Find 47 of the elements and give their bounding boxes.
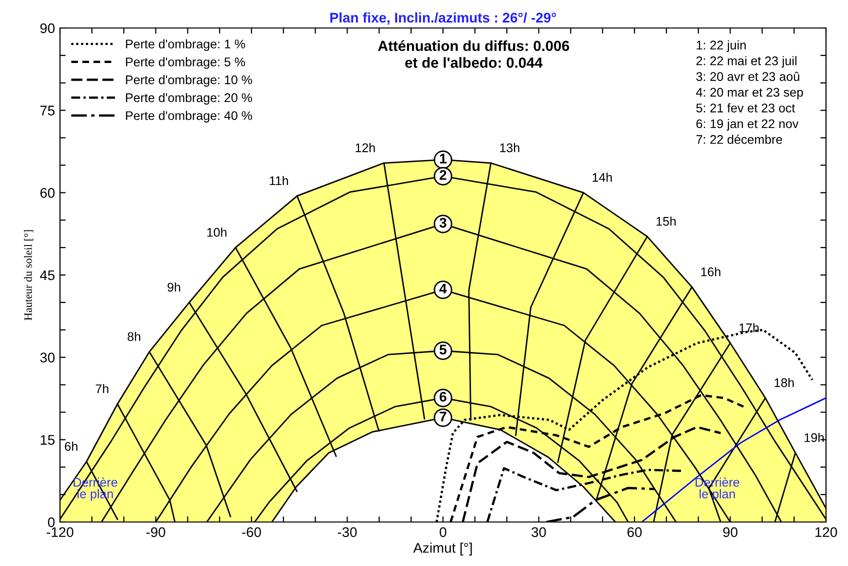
legend-label: Perte d'ombrage: 40 % xyxy=(126,110,252,123)
annotation: 7h xyxy=(96,384,108,394)
annotation: 7 xyxy=(440,412,446,422)
annotation: 15h xyxy=(656,216,676,226)
x-tick-label: 0 xyxy=(440,527,446,538)
annotation: 9h xyxy=(168,282,180,292)
annotation: 18h xyxy=(774,378,794,388)
annotation: 6h xyxy=(64,442,78,451)
annotation: 1 xyxy=(440,154,446,164)
annotation: 16h xyxy=(701,267,720,276)
annotation: 3 xyxy=(439,218,446,228)
annotation: 14h xyxy=(592,172,612,182)
y-tick-label: 45 xyxy=(40,270,55,280)
x-axis-title: Azimut [°] xyxy=(413,542,472,556)
annotation: 1: 22 juin 2: 22 mai et 23 juil 3: 20 avr et 23 aoû 4: 20 mar et 23 sep 5: 21 fev et 23 oct 6: 19 jan et 22 nov 7: 22 décembre xyxy=(696,40,803,144)
annotation: 13h xyxy=(500,143,520,152)
chart-title: Plan fixe, Inclin./azimuts : 26°/ -29° xyxy=(330,12,556,25)
x-tick-label: 30 xyxy=(532,527,546,538)
y-tick-label: 15 xyxy=(40,435,55,445)
x-tick-label: 60 xyxy=(627,527,642,538)
annotation: 19h xyxy=(804,432,824,442)
y-tick-label: 90 xyxy=(40,23,55,34)
y-tick-label: 0 xyxy=(48,517,55,528)
y-tick-label: 60 xyxy=(40,188,55,198)
annotation: 17h xyxy=(740,323,759,332)
legend-label: Perte d'ombrage: 10 % xyxy=(126,75,252,87)
x-tick-label: -120 xyxy=(46,527,74,538)
y-tick-label: 75 xyxy=(40,106,55,116)
annotation: 10h xyxy=(207,228,226,237)
x-tick-label: -90 xyxy=(146,527,166,538)
legend-label: Perte d'ombrage: 1 % xyxy=(126,39,246,51)
legend-label: Perte d'ombrage: 5 % xyxy=(126,57,246,69)
legend-label: Perte d'ombrage: 20 % xyxy=(126,92,252,105)
x-tick-label: 120 xyxy=(815,527,838,538)
y-axis-title: Hauteur du soleil [°] xyxy=(24,230,34,320)
y-tick-label: 30 xyxy=(40,352,55,363)
annotation: 2 xyxy=(440,170,446,180)
annotation: 8h xyxy=(128,332,140,342)
annotation: Atténuation du diffus: 0.006 et de l'albedo: 0.044 xyxy=(378,40,570,68)
annotation: 4 xyxy=(439,284,447,294)
annotation: 6 xyxy=(440,392,446,402)
x-tick-label: 90 xyxy=(723,527,738,538)
x-tick-label: -30 xyxy=(338,527,357,538)
annotation: 11h xyxy=(270,176,288,186)
x-tick-label: -60 xyxy=(242,527,261,538)
annotation: 5 xyxy=(440,344,446,354)
annotation: 12h xyxy=(356,143,375,152)
